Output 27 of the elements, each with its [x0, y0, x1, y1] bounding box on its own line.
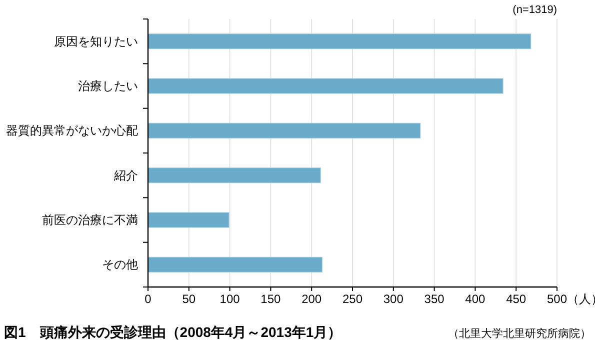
- text: （北里大学北里研究所病院）: [448, 327, 591, 340]
- x-tick-label: 350: [424, 292, 445, 306]
- x-tick-label: 250: [342, 292, 363, 306]
- bar: [148, 168, 321, 184]
- bar: [148, 78, 504, 94]
- x-tick-label: 400: [465, 292, 486, 306]
- text: (n=1319): [512, 4, 557, 16]
- x-tick-label: 500: [546, 292, 568, 306]
- bar: [148, 122, 421, 138]
- y-tick-label: 前医の治療に不満: [42, 213, 138, 227]
- bar: [148, 212, 230, 228]
- x-tick-label: 200: [302, 292, 322, 306]
- y-tick-label: 紹介: [113, 168, 138, 182]
- text: 図1 頭痛外来の受診理由（2008年4月～2013年1月）: [4, 324, 342, 340]
- x-tick-label: 300: [383, 292, 404, 306]
- y-tick-label: 器質的異常がないか心配: [6, 124, 138, 138]
- y-tick-label: 治療したい: [78, 79, 138, 93]
- bar: [148, 256, 323, 272]
- x-tick-label: 150: [260, 292, 282, 306]
- x-tick-label: 50: [182, 292, 196, 306]
- y-tick-label: 原因を知りたい: [54, 34, 138, 48]
- x-tick-label: 0: [144, 292, 152, 306]
- x-tick-label: 100: [220, 292, 240, 306]
- x-axis-title: （人）: [567, 292, 595, 306]
- x-tick-label: 450: [506, 292, 526, 306]
- y-tick-label: その他: [102, 258, 138, 272]
- bar: [148, 34, 532, 50]
